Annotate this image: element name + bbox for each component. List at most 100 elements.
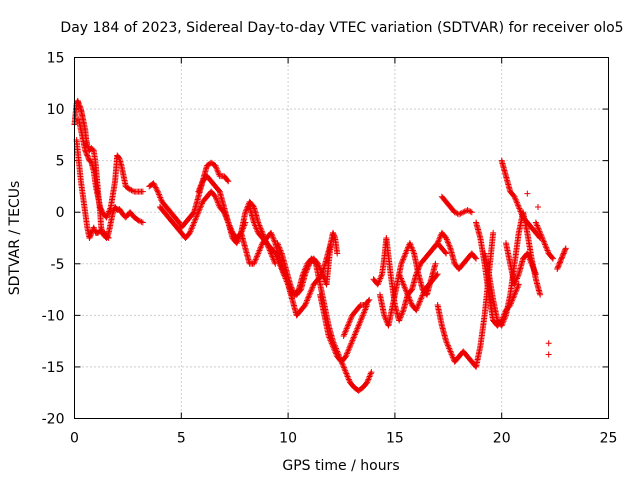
data-point	[344, 324, 351, 331]
data-point	[328, 338, 335, 345]
data-point	[330, 344, 337, 351]
data-point	[345, 321, 352, 328]
data-point	[310, 282, 317, 289]
data-point	[514, 284, 521, 291]
data-point	[353, 327, 360, 334]
data-point	[344, 349, 351, 356]
data-point	[515, 204, 522, 211]
data-point	[191, 219, 198, 226]
data-point	[544, 247, 551, 254]
data-point	[398, 259, 405, 266]
data-point	[274, 254, 281, 261]
data-point	[289, 287, 296, 294]
data-point	[104, 212, 111, 219]
data-point	[331, 232, 338, 239]
data-point	[196, 206, 203, 213]
data-point	[413, 307, 420, 314]
data-point	[562, 245, 569, 252]
data-point	[138, 218, 145, 225]
data-point	[351, 331, 358, 338]
data-point	[276, 244, 283, 251]
data-point	[543, 246, 550, 253]
data-point	[233, 240, 240, 247]
data-point	[442, 249, 449, 256]
data-point	[375, 279, 382, 286]
data-point	[195, 207, 202, 214]
data-point	[443, 235, 450, 241]
data-point	[368, 369, 375, 376]
data-point	[303, 262, 310, 269]
data-point	[258, 241, 265, 248]
data-point	[510, 192, 517, 199]
data-point	[432, 260, 439, 267]
data-point	[513, 275, 520, 282]
data-point	[188, 225, 195, 232]
data-point	[409, 247, 416, 254]
data-point	[97, 205, 104, 212]
data-point	[444, 237, 451, 244]
data-point	[308, 285, 315, 292]
data-point	[250, 219, 257, 226]
data-point	[449, 352, 456, 359]
data-point	[458, 209, 465, 216]
data-point	[398, 260, 405, 267]
data-point	[453, 209, 460, 216]
data-point	[214, 167, 221, 174]
data-point	[518, 209, 525, 216]
data-point	[529, 262, 536, 269]
data-point	[541, 240, 548, 247]
data-point	[512, 196, 519, 203]
chart-title: Day 184 of 2023, Sidereal Day-to-day VTE…	[60, 20, 623, 36]
data-point	[105, 208, 112, 215]
data-point	[275, 243, 282, 250]
data-point	[451, 209, 458, 216]
data-point	[516, 205, 523, 212]
data-point	[275, 257, 282, 264]
data-point	[420, 289, 427, 296]
data-point	[549, 254, 556, 261]
data-point	[329, 343, 336, 350]
data-point	[376, 278, 383, 285]
data-point	[405, 294, 412, 301]
data-point	[435, 237, 442, 244]
data-point	[355, 322, 362, 329]
data-point	[234, 238, 241, 245]
data-point	[363, 380, 370, 387]
data-point	[327, 337, 334, 344]
data-point	[276, 246, 283, 253]
data-point	[104, 233, 111, 240]
data-point	[538, 232, 545, 239]
data-point	[128, 187, 135, 194]
data-point	[270, 235, 277, 242]
data-point	[534, 222, 541, 229]
data-point	[193, 213, 200, 220]
data-point	[515, 272, 522, 279]
data-point	[532, 219, 539, 226]
data-point	[402, 250, 409, 257]
data-point	[524, 190, 531, 197]
data-point	[444, 239, 451, 246]
data-point	[255, 248, 262, 255]
data-point	[434, 240, 441, 247]
data-point	[346, 377, 353, 384]
data-point	[105, 235, 112, 241]
data-point	[515, 282, 522, 289]
data-point	[252, 222, 259, 229]
data-point	[396, 272, 403, 279]
data-point	[556, 260, 563, 267]
data-point	[398, 311, 405, 318]
data-point	[342, 369, 349, 376]
data-point	[534, 223, 541, 230]
data-point	[443, 339, 450, 346]
data-point	[341, 354, 348, 361]
data-point	[354, 324, 361, 331]
data-point	[331, 346, 338, 353]
data-point	[333, 352, 340, 359]
data-point	[127, 186, 134, 193]
data-point	[406, 296, 413, 303]
data-point	[329, 229, 336, 236]
data-point	[344, 373, 351, 380]
data-point	[344, 322, 351, 329]
data-point	[257, 246, 264, 253]
data-point	[332, 349, 339, 356]
